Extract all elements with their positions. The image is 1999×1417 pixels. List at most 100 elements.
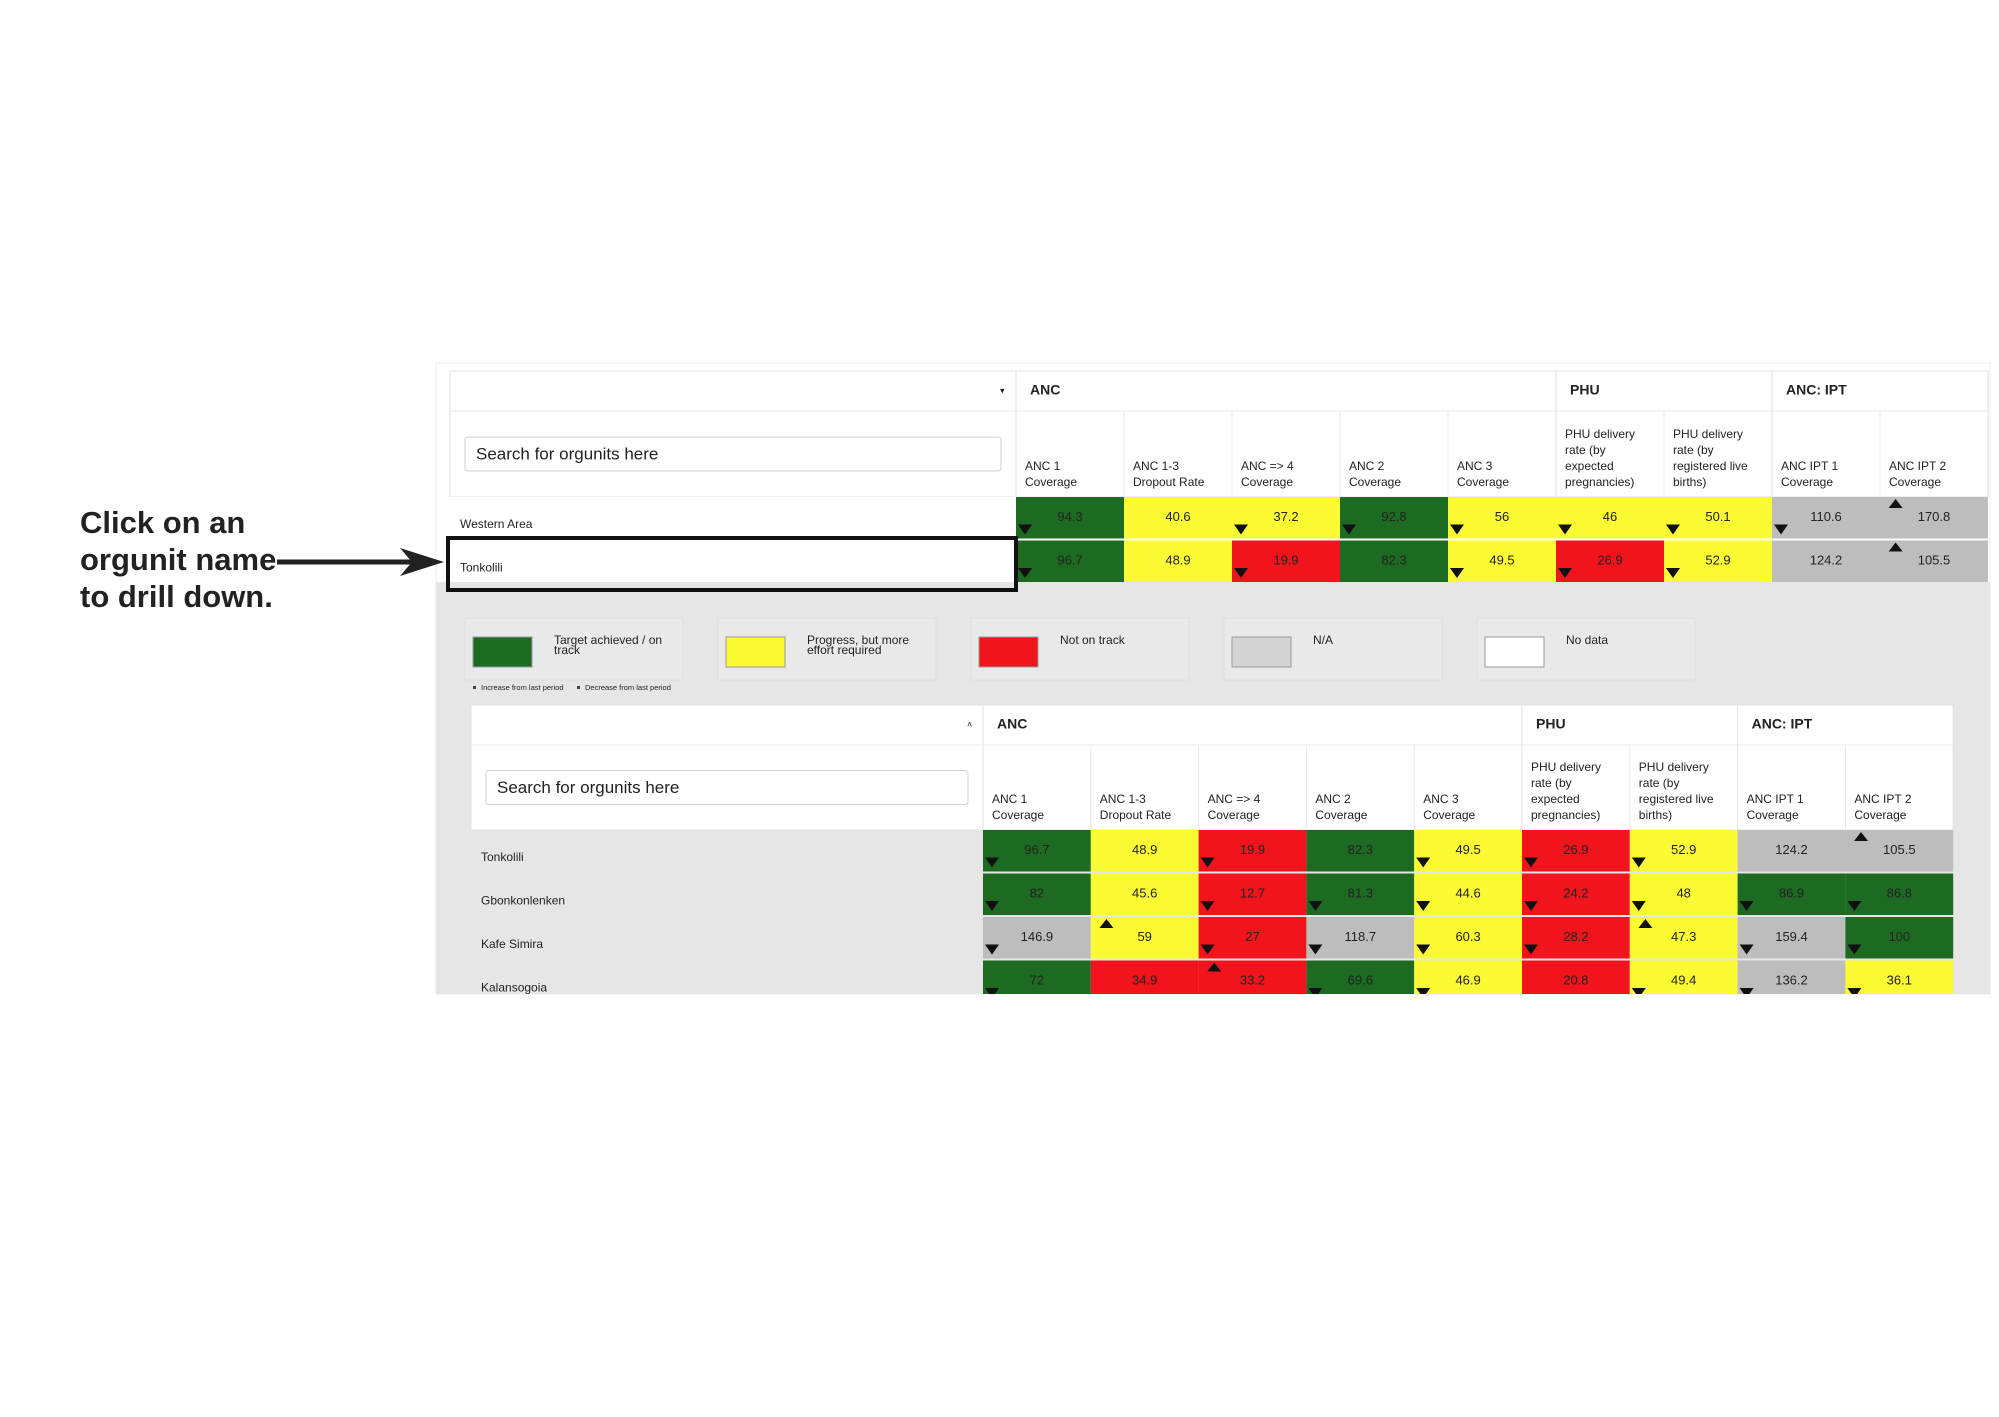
orgunit-name[interactable]: Gbonkonlenken [481, 894, 565, 908]
trend-arrow [1631, 988, 1646, 994]
column-header: Coverage [1889, 475, 1941, 489]
cell-value: 69.6 [1348, 973, 1373, 988]
value-cell [1556, 540, 1664, 582]
sort-icon: ▾ [1000, 385, 1005, 395]
cell-value: 94.3 [1057, 509, 1082, 524]
bottom-table: ˄ Search for orgunits here ANC ANC 1 Coverag… [470, 704, 1954, 1003]
trend-arrow [1888, 499, 1903, 508]
orgunit-name[interactable]: Kafe Simira [481, 937, 543, 951]
trend-arrow [1416, 988, 1431, 994]
row-name-cell[interactable] [450, 497, 1016, 539]
column-header: pregnancies) [1531, 808, 1600, 822]
value-cell [1306, 873, 1415, 915]
value-cell [1306, 960, 1415, 994]
cell-value: 110.6 [1810, 509, 1842, 524]
legend-label: track [554, 643, 581, 657]
column-header: Coverage [1208, 808, 1260, 822]
cell-value: 24.2 [1563, 886, 1588, 901]
column-header: ANC 1-3 [1133, 459, 1179, 473]
value-cell [1090, 873, 1199, 915]
orgunit-name[interactable]: Tonkolili [460, 561, 503, 575]
cell-value: 44.6 [1455, 886, 1480, 901]
row-name-cell[interactable] [471, 873, 983, 916]
trend-arrow [1207, 962, 1222, 972]
row-name-cell[interactable] [471, 917, 983, 959]
value-cell [1845, 873, 1954, 915]
trend-arrow [1308, 988, 1323, 994]
value-cell [1198, 830, 1307, 872]
search-box[interactable] [464, 436, 1002, 472]
trend-arrow [1018, 524, 1032, 535]
group-header: PHU [1536, 716, 1566, 732]
cell-value: 26.9 [1563, 842, 1588, 857]
search-placeholder[interactable]: Search for orgunits here [476, 444, 658, 463]
value-cell [1664, 497, 1772, 539]
value-cell [1414, 830, 1522, 872]
cell-value: 46.9 [1455, 973, 1480, 988]
group-header: ANC: IPT [1786, 382, 1847, 398]
trend-arrow [1638, 919, 1653, 928]
trend-arrow [1416, 857, 1431, 868]
value-cell [1016, 497, 1124, 539]
row-name-cell[interactable] [471, 830, 983, 872]
orgunit-name[interactable]: Tonkolili [481, 850, 524, 864]
value-cell [1522, 873, 1630, 915]
cell-value: 27 [1245, 929, 1259, 944]
column-header: expected [1531, 792, 1580, 806]
trend-arrow [1308, 901, 1323, 911]
column-header: Coverage [1241, 475, 1293, 489]
trend-arrow [1308, 944, 1323, 955]
cell-value: 26.9 [1597, 553, 1622, 568]
trend-arrow [985, 988, 999, 994]
cell-value: 86.9 [1779, 886, 1804, 901]
trend-note: Increase from last period [481, 683, 564, 692]
search-placeholder[interactable]: Search for orgunits here [497, 778, 679, 797]
cell-value: 19.9 [1273, 553, 1298, 568]
column-header: rate (by [1673, 443, 1714, 457]
column-header: Coverage [1315, 808, 1367, 822]
column-header: Dropout Rate [1100, 808, 1172, 822]
column-header: ANC 2 [1315, 792, 1351, 806]
column-header: registered live [1673, 459, 1748, 473]
value-cell [1737, 873, 1846, 915]
column-header: ANC IPT 2 [1889, 459, 1946, 473]
legend-label: No data [1566, 633, 1608, 647]
column-header: ANC 1 [992, 792, 1028, 806]
value-cell [1340, 540, 1448, 582]
value-cell [983, 960, 1091, 994]
cell-value: 49.5 [1455, 842, 1480, 857]
orgunit-name[interactable]: Western Area [460, 517, 533, 531]
cell-value: 124.2 [1775, 842, 1808, 857]
trend-arrow [1416, 944, 1431, 955]
column-header: Coverage [1457, 475, 1509, 489]
cell-value: 28.2 [1563, 929, 1588, 944]
row-name-cell[interactable] [471, 960, 983, 1003]
cell-value: 82.3 [1348, 842, 1373, 857]
cell-value: 159.4 [1775, 929, 1808, 944]
value-cell [1090, 960, 1199, 994]
value-cell [983, 830, 1091, 872]
search-box[interactable] [485, 770, 969, 805]
column-header: ANC 3 [1423, 792, 1459, 806]
column-header: Dropout Rate [1133, 475, 1205, 489]
column-header: births) [1673, 475, 1706, 489]
value-cell [1737, 960, 1846, 994]
orgunit-name[interactable]: Kalansogoia [481, 981, 547, 995]
trend-arrow [985, 857, 999, 868]
cell-value: 86.8 [1887, 886, 1912, 901]
column-header: PHU delivery [1565, 427, 1635, 441]
value-cell [1522, 960, 1630, 994]
trend-arrow [1450, 568, 1464, 578]
value-cell [983, 873, 1091, 915]
cell-value: 34.9 [1132, 973, 1157, 988]
cell-value: 36.1 [1887, 973, 1912, 988]
column-header: ANC IPT 1 [1747, 792, 1804, 806]
trend-arrow [1666, 524, 1680, 535]
cell-value: 136.2 [1775, 973, 1808, 988]
row-name-cell[interactable] [450, 540, 1016, 583]
top-table: ▾ Search for orgunits here ANC ANC 1 Coverag… [449, 370, 1989, 583]
value-cell [1306, 830, 1415, 872]
header-bg [470, 704, 1954, 831]
cell-value: 49.4 [1671, 973, 1696, 988]
